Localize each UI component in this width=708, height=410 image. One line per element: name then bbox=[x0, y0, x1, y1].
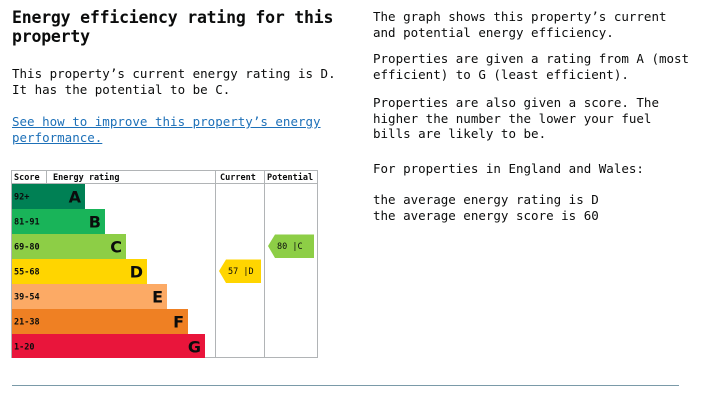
score-label-c: 69-80 bbox=[14, 243, 40, 253]
band-bar-g bbox=[47, 334, 205, 358]
score-cell-e bbox=[12, 284, 47, 309]
score-label-g: 1-20 bbox=[14, 343, 34, 353]
band-letter-c: C bbox=[110, 238, 122, 257]
header-energy-rating: Energy rating bbox=[53, 172, 120, 183]
score-label-e: 39-54 bbox=[14, 293, 40, 303]
current-rating-label: 57 |D bbox=[228, 267, 254, 277]
header-potential: Potential bbox=[267, 172, 313, 183]
band-bar-d bbox=[47, 259, 147, 284]
section-divider bbox=[12, 385, 679, 386]
potential-rating-label: 80 |C bbox=[277, 242, 303, 252]
current-rating-text: This property’s current energy rating is… bbox=[12, 66, 336, 97]
score-cell-b bbox=[12, 209, 47, 234]
band-letter-b: B bbox=[89, 213, 101, 232]
rating-explanation: The graph shows this property’s current … bbox=[373, 9, 693, 223]
band-letter-d: D bbox=[130, 263, 143, 282]
score-label-d: 55-68 bbox=[14, 268, 40, 278]
score-label-f: 21-38 bbox=[14, 318, 40, 328]
header-current: Current bbox=[220, 173, 256, 183]
score-cell-f bbox=[12, 309, 47, 334]
band-letter-g: G bbox=[188, 338, 201, 357]
band-bar-b bbox=[47, 209, 105, 234]
band-letter-a: A bbox=[69, 188, 82, 207]
band-bar-a bbox=[47, 184, 85, 209]
improve-performance-link[interactable]: See how to improve this property’s energ… bbox=[12, 114, 321, 145]
average-score-text: the average energy score is 60 bbox=[373, 207, 599, 223]
band-letter-f: F bbox=[173, 313, 184, 332]
explanation-graph: The graph shows this property’s current … bbox=[373, 9, 667, 40]
score-cell-g bbox=[12, 334, 47, 358]
potential-rating-arrow bbox=[268, 234, 314, 258]
average-rating-text: the average energy rating is D bbox=[373, 192, 599, 207]
explanation-score: Properties are also given a score. The h… bbox=[373, 95, 659, 141]
score-cell-c bbox=[12, 234, 47, 259]
band-letter-e: E bbox=[152, 288, 163, 307]
band-bar-c bbox=[47, 234, 126, 259]
england-wales-heading: For properties in England and Wales: bbox=[373, 160, 644, 176]
header-score: Score bbox=[14, 173, 40, 183]
section-title: Energy efficiency rating for this proper… bbox=[12, 8, 334, 46]
band-bar-e bbox=[47, 284, 167, 309]
score-cell-d bbox=[12, 259, 47, 284]
rating-summary: Energy efficiency rating for this proper… bbox=[12, 8, 342, 145]
band-bar-f bbox=[47, 309, 188, 334]
score-cell-a bbox=[12, 184, 47, 209]
explanation-ratings: Properties are given a rating from A (mo… bbox=[373, 51, 690, 82]
current-rating-arrow bbox=[219, 259, 261, 283]
score-label-a: 92+ bbox=[14, 193, 29, 203]
score-label-b: 81-91 bbox=[14, 218, 40, 228]
energy-rating-chart: Score Energy rating Current Potential 92+ A 81… bbox=[11, 170, 318, 358]
